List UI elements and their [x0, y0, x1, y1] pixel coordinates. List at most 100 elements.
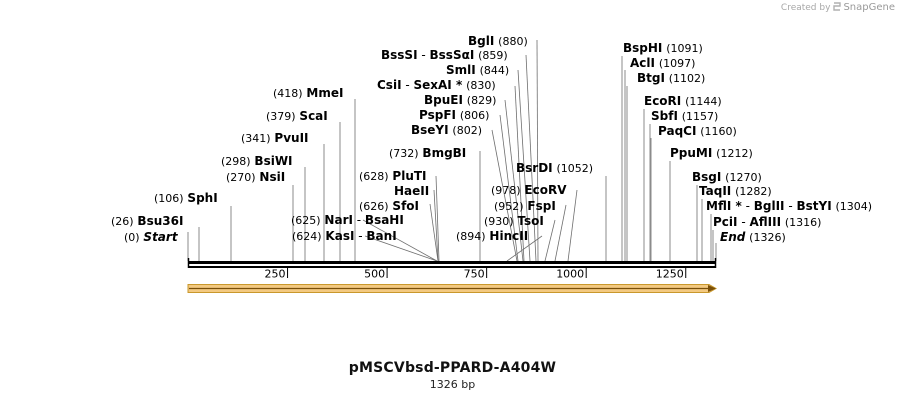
enzyme-label[interactable]: (894) HincII [456, 229, 528, 243]
enzyme-label[interactable]: BtgI (1102) [637, 71, 705, 85]
watermark-prefix: Created by [780, 3, 831, 13]
cut-position: (894) [456, 230, 486, 243]
enzyme-name: SfoI [392, 199, 419, 213]
cut-position: (626) [359, 200, 389, 213]
enzyme-label[interactable]: (26) Bsu36I [111, 214, 183, 228]
enzyme-label[interactable]: BseYI (802) [411, 123, 482, 137]
enzyme-name: HincII [489, 229, 528, 243]
cut-position: (341) [241, 132, 271, 145]
enzyme-label[interactable]: BpuEI (829) [424, 93, 496, 107]
enzyme-name: BsgI [692, 170, 721, 184]
enzyme-label[interactable]: (624) KasI - BanI [292, 229, 397, 243]
enzyme-label[interactable]: BssSI - BssSαI (859) [381, 48, 508, 62]
enzyme-name: TaqII [699, 184, 731, 198]
enzyme-label[interactable]: (418) MmeI [273, 86, 343, 100]
name-separator: - [354, 229, 366, 243]
cut-site-leader [536, 39, 539, 262]
enzyme-label[interactable]: (298) BsiWI [221, 154, 293, 168]
enzyme-labels: (0) Start (26) Bsu36I (106) SphI (270) NsiI… [111, 34, 872, 244]
enzyme-label[interactable]: SbfI (1157) [651, 109, 718, 123]
enzyme-name: PspFI [419, 108, 456, 122]
enzyme-name: BsiWI [254, 154, 292, 168]
enzyme-label[interactable]: PpuMI (1212) [670, 146, 753, 160]
enzyme-name: NarI [324, 213, 353, 227]
cut-position: (0) [124, 231, 140, 244]
enzyme-label[interactable]: (0) Start [124, 230, 179, 244]
enzyme-name: BtgI [637, 71, 665, 85]
enzyme-label[interactable]: End (1326) [720, 230, 786, 244]
enzyme-label[interactable]: CsiI - SexAI * (830) [377, 78, 496, 92]
dna-backbone [187, 258, 717, 268]
feature-arrow[interactable] [187, 284, 718, 293]
enzyme-label[interactable]: (626) SfoI [359, 199, 419, 213]
enzyme-label[interactable]: PaqCI (1160) [658, 124, 737, 138]
enzyme-label[interactable]: (978) EcoRV [491, 183, 567, 197]
enzyme-name: Bsu36I [137, 214, 183, 228]
enzyme-name: NsiI [259, 170, 285, 184]
enzyme-label[interactable]: HaeII [394, 184, 429, 198]
plasmid-name: pMSCVbsd-PPARD-A404W [348, 360, 557, 376]
cut-position: (270) [226, 171, 256, 184]
enzyme-label[interactable]: (930) TsoI [484, 214, 544, 228]
cut-site-leader [567, 189, 578, 262]
enzyme-name: BssSαI [430, 48, 475, 62]
enzyme-name: TsoI [517, 214, 543, 228]
enzyme-label[interactable]: BglI (880) [468, 34, 528, 48]
cut-position: (1270) [725, 171, 762, 184]
cut-site-leader [433, 189, 439, 262]
enzyme-name: PciI [713, 215, 738, 229]
enzyme-label[interactable]: (379) ScaI [266, 109, 328, 123]
enzyme-label[interactable]: (732) BmgBI [389, 146, 466, 160]
enzyme-label[interactable]: PciI - AflIII (1316) [713, 215, 821, 229]
enzyme-label[interactable]: SmlI (844) [446, 63, 509, 77]
cut-position: (1091) [666, 42, 703, 55]
enzyme-label[interactable]: BspHI (1091) [623, 41, 703, 55]
cut-site-leader [362, 219, 438, 262]
cut-site-leader [525, 54, 537, 262]
cut-position: (880) [498, 35, 528, 48]
cut-position: (829) [467, 94, 497, 107]
enzyme-label[interactable]: BsgI (1270) [692, 170, 762, 184]
enzyme-name: SbfI [651, 109, 678, 123]
enzyme-label[interactable]: (625) NarI - BsaHI [291, 213, 404, 227]
enzyme-label[interactable]: EcoRI (1144) [644, 94, 722, 108]
enzyme-name: MmeI [306, 86, 343, 100]
cut-position: (1212) [716, 147, 753, 160]
cut-position: (806) [460, 109, 490, 122]
enzyme-label[interactable]: TaqII (1282) [699, 184, 772, 198]
cut-position: (1102) [669, 72, 706, 85]
snapgene-logo-icon [833, 2, 842, 11]
enzyme-name: BsaHI [365, 213, 404, 227]
cut-position: (1157) [682, 110, 719, 123]
enzyme-name: PpuMI [670, 146, 712, 160]
enzyme-label[interactable]: (628) PluTI [359, 169, 427, 183]
enzyme-name: AflIII [749, 215, 781, 229]
enzyme-name: BglII [754, 199, 785, 213]
enzyme-name: HaeII [394, 184, 429, 198]
cut-site-leader [499, 114, 519, 262]
name-separator: - [785, 199, 797, 213]
enzyme-name: SexAI * [414, 78, 463, 92]
enzyme-label[interactable]: BsrDI (1052) [516, 161, 593, 175]
enzyme-label[interactable]: (270) NsiI [226, 170, 285, 184]
ruler-tick-label: 1250 [656, 268, 684, 281]
enzyme-name: PaqCI [658, 124, 696, 138]
enzyme-label[interactable]: (952) FspI [494, 199, 556, 213]
enzyme-label[interactable]: MflI * - BglII - BstYI (1304) [706, 199, 872, 213]
enzyme-label[interactable]: (341) PvuII [241, 131, 309, 145]
name-separator: - [353, 213, 365, 227]
enzyme-name: AclI [630, 56, 655, 70]
enzyme-name: End [720, 230, 746, 244]
snapgene-watermark: Created by SnapGene [781, 2, 895, 13]
map-title-block: pMSCVbsd-PPARD-A404W 1326 bp [0, 360, 905, 391]
cut-position: (952) [494, 200, 524, 213]
cut-position: (1144) [685, 95, 722, 108]
cut-position: (1326) [749, 231, 786, 244]
enzyme-label[interactable]: PspFI (806) [419, 108, 489, 122]
cut-position: (844) [480, 64, 510, 77]
enzyme-name: FspI [527, 199, 555, 213]
enzyme-label[interactable]: (106) SphI [154, 191, 218, 205]
cut-site-leader [491, 129, 518, 262]
enzyme-label[interactable]: AclI (1097) [630, 56, 695, 70]
